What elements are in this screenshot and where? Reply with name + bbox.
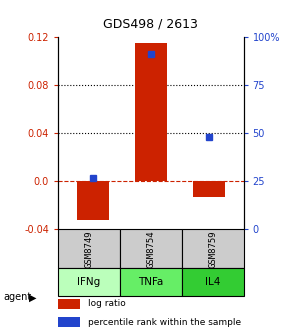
- Bar: [58, 317, 80, 327]
- Text: log ratio: log ratio: [88, 299, 126, 308]
- Text: TNFa: TNFa: [138, 277, 164, 287]
- Text: IFNg: IFNg: [77, 277, 101, 287]
- Bar: [182, 229, 244, 268]
- Bar: [77, 181, 109, 220]
- Text: GSM8759: GSM8759: [208, 230, 217, 268]
- Bar: [120, 229, 182, 268]
- Text: GDS498 / 2613: GDS498 / 2613: [103, 17, 198, 30]
- Bar: [58, 298, 80, 309]
- Bar: [193, 181, 225, 197]
- Bar: [135, 43, 167, 181]
- Text: percentile rank within the sample: percentile rank within the sample: [88, 318, 241, 327]
- Text: ▶: ▶: [29, 292, 37, 302]
- Text: IL4: IL4: [205, 277, 220, 287]
- Bar: [58, 229, 120, 268]
- Text: GSM8749: GSM8749: [84, 230, 93, 268]
- Text: agent: agent: [3, 292, 31, 302]
- Bar: [120, 268, 182, 296]
- Bar: [58, 268, 120, 296]
- Text: GSM8754: GSM8754: [146, 230, 155, 268]
- Bar: [182, 268, 244, 296]
